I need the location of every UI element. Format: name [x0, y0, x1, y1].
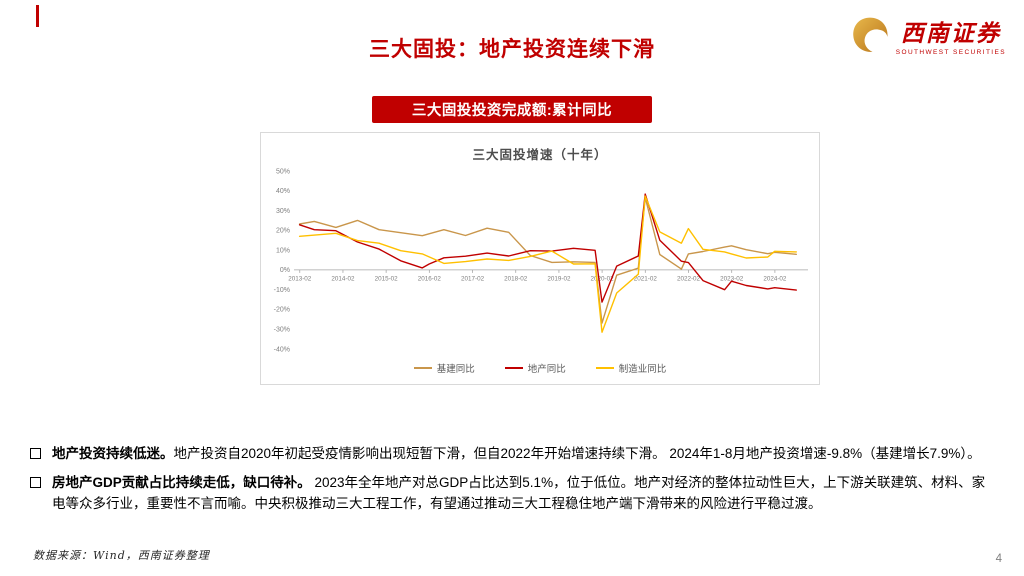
- svg-text:-10%: -10%: [274, 287, 290, 294]
- svg-text:-40%: -40%: [274, 346, 290, 353]
- slide-accent-mark: [36, 5, 39, 27]
- logo-name-cn: 西南证券: [900, 21, 1001, 47]
- bullet-lead: 地产投资持续低迷。: [52, 446, 174, 461]
- data-source-note: 数据来源：Wind，西南证券整理: [33, 549, 210, 562]
- svg-text:40%: 40%: [276, 188, 290, 195]
- legend-line-swatch: [504, 367, 523, 369]
- svg-text:2019-02: 2019-02: [547, 275, 571, 282]
- legend-item-infrastructure: 基建同比: [413, 361, 475, 375]
- svg-text:2020-02: 2020-02: [591, 275, 615, 282]
- svg-text:-20%: -20%: [274, 307, 290, 314]
- svg-text:2014-02: 2014-02: [331, 275, 355, 282]
- square-bullet-icon: [30, 476, 41, 488]
- legend-label: 基建同比: [436, 364, 475, 375]
- svg-text:10%: 10%: [276, 247, 290, 254]
- legend-line-swatch: [595, 367, 614, 369]
- bullet-body: 地产投资自2020年初起受疫情影响出现短暂下滑，但自2022年开始增速持续下滑。…: [173, 446, 981, 461]
- svg-text:2016-02: 2016-02: [418, 275, 442, 282]
- legend-item-manufacturing: 制造业同比: [595, 361, 667, 375]
- legend-label: 制造业同比: [618, 364, 667, 375]
- svg-text:0%: 0%: [280, 267, 290, 274]
- svg-text:2024-02: 2024-02: [763, 275, 787, 282]
- svg-text:2013-02: 2013-02: [288, 275, 312, 282]
- bullet-text: 地产投资持续低迷。地产投资自2020年初起受疫情影响出现短暂下滑，但自2022年…: [52, 443, 981, 465]
- legend-label: 地产同比: [527, 364, 566, 375]
- logo-text: 西南证券 SOUTHWEST SECURITIES: [896, 21, 1006, 55]
- chart-legend: 基建同比 地产同比 制造业同比: [261, 361, 819, 375]
- list-item: 房地产GDP贡献占比持续走低，缺口待补。 2023年全年地产对总GDP占比达到5…: [30, 472, 994, 515]
- page-number: 4: [995, 553, 1002, 565]
- logo-name-en: SOUTHWEST SECURITIES: [895, 48, 1006, 56]
- company-logo: 西南证券 SOUTHWEST SECURITIES: [850, 16, 1006, 61]
- bullet-list: 地产投资持续低迷。地产投资自2020年初起受疫情影响出现短暂下滑，但自2022年…: [30, 443, 994, 522]
- bullet-body: 2023年全年地产对总GDP占比达到5.1%，位于低位。地产对经济的整体拉动性巨…: [52, 474, 986, 512]
- legend-line-swatch: [413, 367, 432, 369]
- chart-title: 三大固投增速（十年）: [472, 148, 608, 162]
- logo-swirl-icon: [850, 16, 890, 61]
- list-item: 地产投资持续低迷。地产投资自2020年初起受疫情影响出现短暂下滑，但自2022年…: [30, 443, 994, 465]
- svg-text:20%: 20%: [276, 228, 290, 235]
- svg-text:-30%: -30%: [274, 327, 290, 334]
- section-banner: 三大固投投资完成额:累计同比: [372, 96, 652, 123]
- page-title: 三大固投：地产投资连续下滑: [369, 38, 655, 61]
- chart-panel: 三大固投增速（十年） 50% 40% 30% 20% 10% 0% -10% -20% -30%…: [260, 132, 820, 385]
- svg-text:2017-02: 2017-02: [461, 275, 485, 282]
- svg-text:50%: 50%: [276, 168, 290, 175]
- svg-text:2018-02: 2018-02: [504, 275, 528, 282]
- bullet-lead: 房地产GDP贡献占比持续走低，缺口待补。: [52, 474, 311, 490]
- svg-text:30%: 30%: [276, 208, 290, 215]
- svg-text:2021-02: 2021-02: [634, 275, 658, 282]
- bullet-text: 房地产GDP贡献占比持续走低，缺口待补。 2023年全年地产对总GDP占比达到5…: [52, 472, 994, 515]
- svg-text:2022-02: 2022-02: [677, 275, 701, 282]
- legend-item-realestate: 地产同比: [504, 361, 566, 375]
- square-bullet-icon: [30, 448, 41, 459]
- svg-text:2023-02: 2023-02: [720, 275, 744, 282]
- svg-text:2015-02: 2015-02: [375, 275, 399, 282]
- line-chart: 50% 40% 30% 20% 10% 0% -10% -20% -30% -40% 2013-02…: [274, 168, 808, 353]
